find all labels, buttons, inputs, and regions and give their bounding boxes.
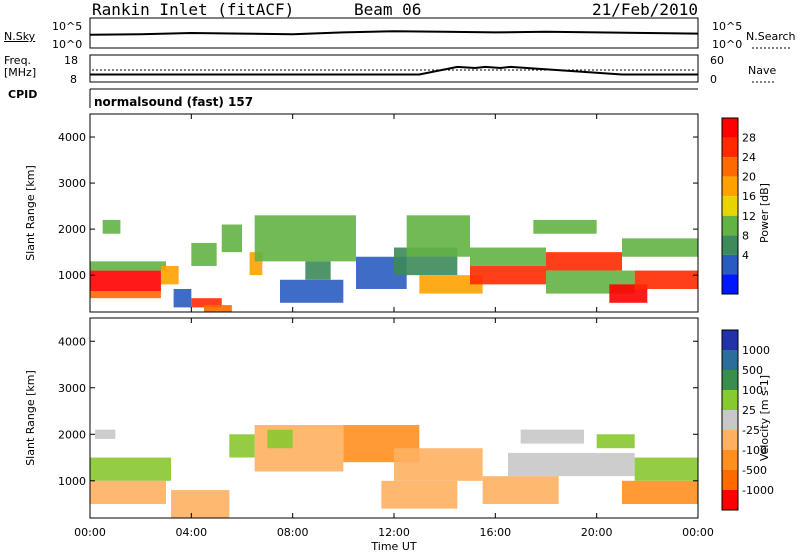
velocity-colorbar-seg-0	[722, 330, 738, 350]
x-tick-label-6: 00:00	[682, 526, 714, 539]
velocity-region-2	[95, 430, 115, 439]
power-colorbar-label: Power [dB]	[758, 183, 771, 243]
power-ytick-label-2: 3000	[58, 177, 86, 190]
velocity-ytick-label-3: 4000	[58, 335, 86, 348]
freq-series	[90, 67, 698, 75]
power-region-13	[305, 261, 330, 279]
velocity-region-6	[267, 430, 292, 449]
x-axis: 00:00 04:00 08:00 12:00 16:00 20:00 00:00	[74, 526, 714, 539]
power-colorbar-tick-3: 16	[742, 190, 756, 203]
power-colorbar-tick-2: 20	[742, 171, 756, 184]
power-region-0	[90, 271, 161, 292]
velocity-region-11	[508, 453, 635, 476]
velocity-colorbar-tick-3: 25	[742, 404, 756, 417]
power-colorbar-tick-0: 28	[742, 132, 756, 145]
power-region-9	[222, 225, 242, 253]
velocity-ytick-label-2: 3000	[58, 382, 86, 395]
velocity-region-4	[229, 434, 254, 457]
velocity-colorbar-seg-6	[722, 450, 738, 470]
velocity-colorbar-seg-2	[722, 370, 738, 390]
power-region-11	[255, 215, 356, 261]
x-tick-label-3: 12:00	[378, 526, 410, 539]
power-region-5	[174, 289, 192, 307]
x-tick-label-2: 08:00	[277, 526, 309, 539]
velocity-ytick-label-0: 1000	[58, 475, 86, 488]
x-tick-label-5: 20:00	[581, 526, 613, 539]
power-colorbar: 28 24 20 16 12 8 4	[722, 118, 756, 294]
power-region-2	[90, 261, 166, 270]
power-panel	[90, 215, 698, 312]
velocity-colorbar-seg-7	[722, 470, 738, 490]
power-region-16	[407, 215, 470, 256]
power-colorbar-tick-5: 8	[742, 229, 749, 242]
power-ytick-label-3: 4000	[58, 131, 86, 144]
power-region-4	[161, 266, 179, 284]
power-region-25	[622, 238, 698, 256]
velocity-region-13	[635, 458, 698, 481]
power-region-19	[470, 248, 546, 266]
power-ytick-label-1: 2000	[58, 223, 86, 236]
power-colorbar-seg-6	[722, 235, 738, 255]
velocity-region-1	[90, 481, 166, 504]
velocity-ylabel: Slant Range [km]	[24, 370, 37, 466]
power-region-3	[103, 220, 121, 234]
power-region-23	[635, 271, 698, 289]
velocity-region-14	[622, 481, 698, 504]
power-colorbar-tick-4: 12	[742, 210, 756, 223]
power-colorbar-seg-2	[722, 157, 738, 177]
velocity-panel	[90, 425, 698, 518]
velocity-region-0	[90, 458, 171, 481]
power-region-24	[533, 220, 596, 234]
velocity-colorbar-seg-5	[722, 430, 738, 450]
power-colorbar-seg-8	[722, 274, 738, 294]
velocity-region-9	[381, 481, 457, 509]
velocity-region-12	[521, 430, 584, 444]
power-region-1	[90, 291, 161, 298]
x-tick-label-0: 00:00	[74, 526, 106, 539]
power-colorbar-seg-4	[722, 196, 738, 216]
radar-chart: 1000 2000 3000 4000 28 24 20 16 12 8 4 Power [dB]…	[0, 0, 800, 554]
velocity-region-10	[483, 476, 559, 504]
power-ylabel: Slant Range [km]	[24, 165, 37, 261]
power-region-7	[204, 305, 232, 312]
velocity-colorbar-seg-4	[722, 410, 738, 430]
power-region-8	[191, 243, 216, 266]
velocity-region-3	[171, 490, 229, 518]
velocity-colorbar-seg-3	[722, 390, 738, 410]
velocity-colorbar-tick-7: -1000	[742, 484, 774, 497]
velocity-colorbar-tick-6: -500	[742, 464, 767, 477]
power-colorbar-tick-6: 4	[742, 249, 749, 262]
power-region-12	[280, 280, 343, 303]
power-region-18	[470, 266, 546, 284]
velocity-colorbar-label: Velocity [m s-1]	[758, 375, 771, 461]
power-colorbar-seg-3	[722, 177, 738, 197]
velocity-region-8	[394, 448, 483, 481]
noise-sky-series	[90, 31, 698, 35]
freq-panel-frame	[90, 55, 698, 82]
power-ytick-label-0: 1000	[58, 269, 86, 282]
power-colorbar-seg-5	[722, 216, 738, 236]
x-tick-label-4: 16:00	[479, 526, 511, 539]
power-colorbar-tick-1: 24	[742, 151, 756, 164]
velocity-region-15	[597, 434, 635, 448]
velocity-colorbar-seg-1	[722, 350, 738, 370]
power-colorbar-seg-0	[722, 118, 738, 138]
power-colorbar-seg-1	[722, 138, 738, 158]
velocity-colorbar-tick-0: 1000	[742, 344, 770, 357]
power-colorbar-seg-7	[722, 255, 738, 275]
velocity-colorbar-seg-8	[722, 490, 738, 510]
x-tick-label-1: 04:00	[175, 526, 207, 539]
velocity-ytick-label-1: 2000	[58, 428, 86, 441]
x-axis-label: Time UT	[370, 540, 416, 553]
power-region-20	[546, 252, 622, 270]
